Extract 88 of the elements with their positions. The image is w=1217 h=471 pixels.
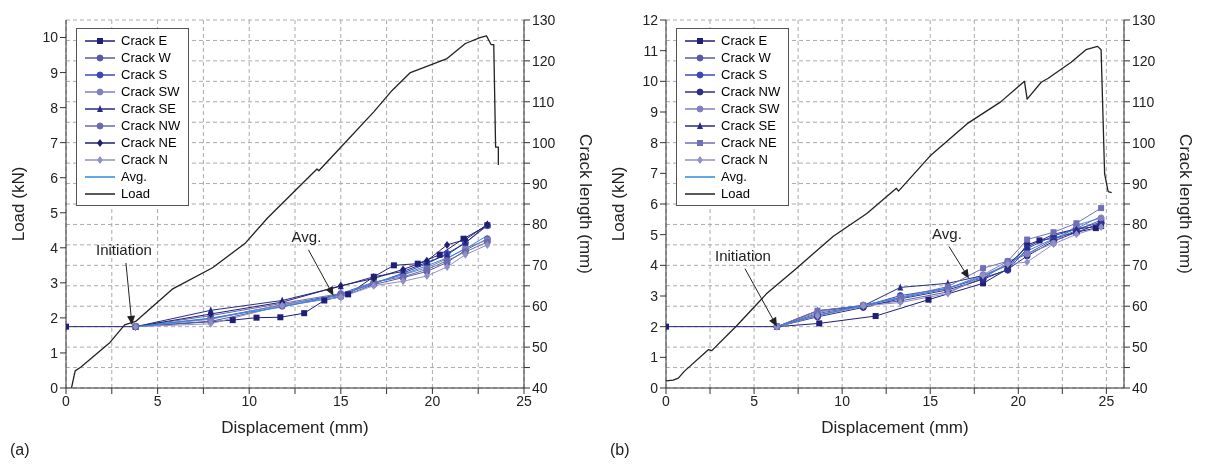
y-tick-label: 8 [50, 99, 59, 116]
y-tick-label: 4 [650, 257, 659, 274]
legend-label: Crack NW [121, 118, 181, 133]
y-axis-title: Load (kN) [609, 166, 629, 242]
y-tick-label: 2 [50, 309, 59, 326]
y2-tick-label: 100 [532, 134, 556, 151]
y-tick-label: 10 [42, 29, 59, 46]
legend-label: Crack S [721, 67, 768, 82]
legend-label: Crack W [121, 50, 171, 65]
legend-label: Load [721, 186, 750, 201]
y-tick-label: 5 [50, 204, 59, 221]
annotation: Initiation [96, 240, 152, 258]
y2-tick-label: 90 [1132, 175, 1148, 192]
y2-tick-label: 50 [1132, 339, 1148, 356]
legend-label: Crack NE [121, 135, 177, 150]
y-tick-label: 9 [650, 103, 659, 120]
legend-label: Crack SW [121, 84, 180, 99]
y-tick-label: 6 [650, 195, 659, 212]
y-tick-label: 9 [50, 64, 59, 81]
y2-axis-title: Crack length (mm) [575, 134, 595, 274]
y2-tick-label: 130 [1132, 11, 1156, 28]
y-tick-label: 7 [50, 134, 59, 151]
y2-tick-label: 70 [1132, 257, 1148, 274]
y2-tick-label: 120 [532, 52, 556, 69]
y2-tick-label: 80 [532, 216, 548, 233]
x-tick-label: 0 [662, 392, 671, 409]
x-tick-label: 15 [333, 392, 349, 409]
y2-tick-label: 110 [532, 93, 555, 110]
legend-label: Crack N [121, 152, 168, 167]
y2-tick-label: 90 [532, 175, 548, 192]
y-axis-title: Load (kN) [9, 166, 29, 242]
x-tick-label: 5 [153, 392, 162, 409]
y-tick-label: 4 [50, 239, 59, 256]
legend-label: Crack SE [121, 101, 176, 116]
y-tick-label: 1 [50, 344, 59, 361]
y-tick-label: 0 [650, 379, 659, 396]
y2-tick-label: 70 [532, 257, 548, 274]
y2-tick-label: 60 [532, 298, 548, 315]
y-tick-label: 10 [642, 73, 659, 90]
legend-label: Crack S [121, 67, 168, 82]
legend-label: Avg. [121, 169, 147, 184]
y-tick-label: 3 [50, 274, 59, 291]
y-tick-label: 8 [650, 134, 659, 151]
legend-label: Crack NE [721, 135, 777, 150]
y-tick-label: 1 [650, 349, 659, 366]
x-tick-label: 5 [750, 392, 759, 409]
legend-label: Crack SE [721, 118, 776, 133]
y2-tick-label: 60 [1132, 298, 1148, 315]
x-tick-label: 20 [424, 392, 441, 409]
legend-label: Crack SW [721, 101, 780, 116]
text: (a) [10, 441, 30, 458]
y-tick-label: 3 [650, 287, 659, 304]
x-tick-label: 10 [241, 392, 258, 409]
y2-tick-label: 80 [1132, 216, 1148, 233]
x-tick-label: 10 [834, 392, 851, 409]
x-tick-label: 15 [922, 392, 939, 409]
text: (b) [610, 441, 630, 458]
x-tick-label: 25 [516, 392, 532, 409]
y2-tick-label: 120 [1132, 52, 1156, 69]
x-tick-label: 20 [1010, 392, 1027, 409]
legend-label: Crack E [721, 33, 768, 48]
y2-axis-title: Crack length (mm) [1175, 134, 1195, 274]
y-tick-label: 0 [50, 379, 59, 396]
y-tick-label: 11 [643, 42, 659, 59]
legend-label: Crack W [721, 50, 771, 65]
y2-tick-label: 40 [1132, 379, 1148, 396]
legend-label: Crack NW [721, 84, 781, 99]
x-axis-title: Displacement (mm) [821, 418, 969, 437]
legend-label: Crack E [121, 33, 168, 48]
legend-label: Avg. [721, 169, 747, 184]
y2-tick-label: 50 [532, 339, 548, 356]
y2-tick-label: 130 [532, 11, 556, 28]
y-tick-label: 7 [650, 165, 659, 182]
legend-label: Crack N [721, 152, 768, 167]
y2-tick-label: 110 [1132, 93, 1155, 110]
y2-tick-label: 100 [1132, 134, 1156, 151]
y-tick-label: 12 [642, 11, 659, 28]
annotation: Initiation [715, 246, 771, 264]
x-axis-title: Displacement (mm) [221, 418, 369, 437]
annotation: Avg. [291, 227, 322, 245]
y-tick-label: 5 [650, 226, 659, 243]
y-tick-label: 6 [50, 169, 59, 186]
x-tick-label: 25 [1098, 392, 1115, 409]
legend-label: Load [121, 186, 150, 201]
annotation: Avg. [932, 224, 962, 242]
y-tick-label: 2 [650, 318, 659, 335]
x-tick-label: 0 [62, 392, 71, 409]
y2-tick-label: 40 [532, 379, 548, 396]
